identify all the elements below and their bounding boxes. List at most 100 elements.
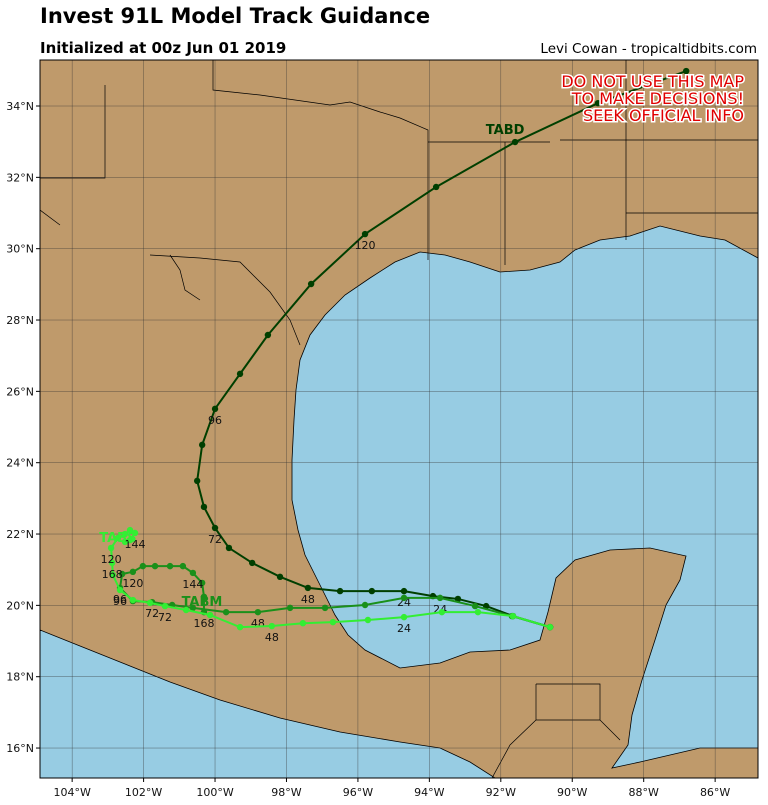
track-point xyxy=(361,601,369,609)
axes: 104°W 102°W 100°W 98°W 96°W 94°W 92°W 90°W 88°W 8… xyxy=(6,100,730,799)
track-point xyxy=(129,596,137,604)
model-name: TABM xyxy=(182,595,223,610)
track-point xyxy=(166,562,174,570)
warning: DO NOT USE THIS MAP TO MAKE DECISIONS! S… xyxy=(560,71,746,127)
credit: Levi Cowan - tropicaltidbits.com xyxy=(540,41,757,57)
track-point xyxy=(200,593,208,601)
x-tick-label: 92°W xyxy=(486,786,516,799)
hour-label: 48 xyxy=(265,631,279,644)
hour-label: 24 xyxy=(397,622,411,635)
track-point xyxy=(321,604,329,612)
track-point xyxy=(248,559,256,567)
x-tick-label: 90°W xyxy=(557,786,587,799)
track-point xyxy=(683,67,690,75)
track-point xyxy=(121,530,129,538)
track-point xyxy=(307,280,315,288)
track-point xyxy=(432,183,440,191)
track-point xyxy=(189,569,197,577)
hour-label: 48 xyxy=(251,617,265,630)
hour-label: 144 xyxy=(182,578,203,591)
track-point xyxy=(594,99,602,107)
y-tick-label: 16°N xyxy=(6,742,34,755)
map-frame xyxy=(39,59,759,779)
track-point xyxy=(108,559,116,567)
hour-label: 168 xyxy=(193,617,214,630)
hour-label: 72 xyxy=(158,611,172,624)
track-point xyxy=(121,538,129,546)
track-point xyxy=(436,594,444,602)
track-point xyxy=(336,587,344,595)
model-name: TABS xyxy=(99,531,136,546)
hour-label: 120 xyxy=(122,577,143,590)
track-point xyxy=(264,331,272,339)
track-point xyxy=(131,529,139,537)
track-point xyxy=(286,604,294,612)
borders xyxy=(40,60,758,778)
graticule xyxy=(40,60,758,778)
y-tick-label: 18°N xyxy=(6,671,34,684)
track-point xyxy=(193,477,201,485)
track-point xyxy=(146,599,154,607)
warning-line: DO NOT USE THIS MAP xyxy=(561,72,744,91)
track-point xyxy=(471,602,479,610)
track-point xyxy=(368,587,376,595)
track-point xyxy=(151,562,159,570)
map-title: Invest 91L Model Track Guidance xyxy=(40,4,430,28)
track-point xyxy=(198,441,206,449)
x-tick-label: 104°W xyxy=(53,786,90,799)
track-point xyxy=(329,618,337,626)
warning-line: TO MAKE DECISIONS! xyxy=(571,89,744,108)
model-name: TABD xyxy=(486,123,525,138)
track-point xyxy=(454,595,462,603)
track-point xyxy=(511,138,519,146)
x-tick-label: 98°W xyxy=(271,786,301,799)
track-point xyxy=(179,562,187,570)
track-point xyxy=(364,616,372,624)
track-point xyxy=(161,602,169,610)
track-point xyxy=(438,608,446,616)
y-tick-label: 20°N xyxy=(6,599,34,612)
map-subtitle: Initialized at 00z Jun 01 2019 xyxy=(40,39,286,57)
track-point xyxy=(189,604,197,612)
track-point xyxy=(198,579,206,587)
track-point xyxy=(400,594,408,602)
x-tick-label: 88°W xyxy=(629,786,659,799)
hour-label: 96 xyxy=(208,414,222,427)
track-point xyxy=(129,568,137,576)
hour-label: 72 xyxy=(145,607,159,620)
track-point xyxy=(109,571,117,579)
track-point xyxy=(116,586,124,594)
y-tick-label: 26°N xyxy=(6,385,34,398)
track-point xyxy=(474,608,482,616)
x-tick-label: 86°W xyxy=(700,786,730,799)
hour-label: 48 xyxy=(301,593,315,606)
track-point xyxy=(206,611,214,619)
y-tick-label: 32°N xyxy=(6,171,34,184)
track-point xyxy=(211,405,219,413)
track-point xyxy=(236,370,244,378)
track-point xyxy=(236,623,244,631)
y-tick-label: 34°N xyxy=(6,100,34,113)
track-point xyxy=(400,587,408,595)
track-point xyxy=(268,622,276,630)
y-tick-label: 22°N xyxy=(6,528,34,541)
y-tick-label: 28°N xyxy=(6,314,34,327)
hour-label: 168 xyxy=(102,568,123,581)
track-point xyxy=(114,534,122,542)
hour-label: 72 xyxy=(208,533,222,546)
y-tick-label: 24°N xyxy=(6,457,34,470)
track-point xyxy=(254,608,262,616)
track-point xyxy=(304,584,312,592)
y-tick-label: 30°N xyxy=(6,243,34,256)
track-point xyxy=(211,524,219,532)
x-tick-label: 94°W xyxy=(414,786,444,799)
hour-label: 96 xyxy=(113,595,127,608)
track-point xyxy=(546,623,554,631)
track-point xyxy=(222,608,230,616)
track-point xyxy=(225,544,233,552)
x-tick-label: 100°W xyxy=(196,786,233,799)
track-point xyxy=(107,544,115,552)
